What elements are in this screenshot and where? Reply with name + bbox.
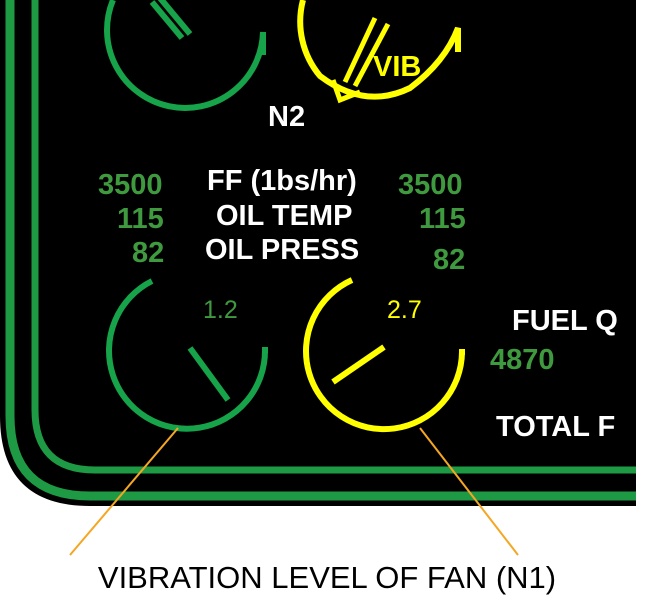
vib-gauge-left-arc	[106, 278, 269, 432]
oil-press-value-right: 82	[433, 244, 466, 276]
fuel-qty-label: FUEL Q	[512, 305, 618, 337]
ff-value-left: 3500	[98, 169, 163, 201]
n2-gauge-right-arc	[297, 0, 461, 100]
n2-gauge-left	[104, 0, 266, 111]
total-fuel-label: TOTAL F	[496, 411, 616, 443]
vib-gauge-left-needle	[187, 346, 231, 402]
vib-gauge-right-needle	[331, 344, 386, 385]
vib-gauge-right-arc	[303, 277, 465, 433]
oil-press-label: OIL PRESS	[205, 234, 360, 266]
leader-line-right	[419, 427, 519, 556]
vib-value-left: 1.2	[203, 296, 238, 324]
vib-gauge-right	[303, 277, 465, 433]
oil-press-value-left: 82	[132, 237, 165, 269]
vib-caution-arrow-icon	[330, 16, 391, 104]
panel-bezel-outer	[5, 0, 636, 501]
n2-gauge-right	[297, 0, 461, 104]
oil-temp-value-left: 115	[117, 203, 164, 235]
vib-gauge-left	[106, 278, 269, 432]
n2-gauge-left-needle	[149, 0, 193, 40]
oil-temp-value-right: 115	[419, 203, 466, 235]
n2-label: N2	[268, 101, 306, 133]
oil-temp-label: OIL TEMP	[216, 200, 353, 232]
display-panel	[0, 0, 636, 506]
vib-value-right: 2.7	[387, 296, 422, 324]
fuel-qty-value: 4870	[490, 344, 555, 376]
ff-value-right: 3500	[398, 169, 463, 201]
panel-bezel-inner	[31, 0, 636, 474]
n2-gauge-left-arc	[104, 0, 266, 111]
figure-caption: VIBRATION LEVEL OF FAN (N1)	[97, 560, 557, 595]
right-edge-mask	[636, 0, 654, 530]
leader-line-left	[69, 427, 179, 556]
vib-overlay-label: VIB	[373, 51, 422, 83]
ff-label: FF (1bs/hr)	[207, 165, 357, 197]
